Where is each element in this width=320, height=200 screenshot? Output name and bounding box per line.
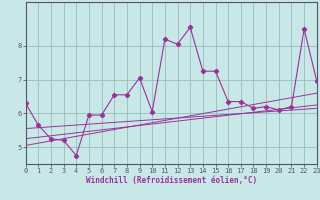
X-axis label: Windchill (Refroidissement éolien,°C): Windchill (Refroidissement éolien,°C) [86, 176, 257, 185]
